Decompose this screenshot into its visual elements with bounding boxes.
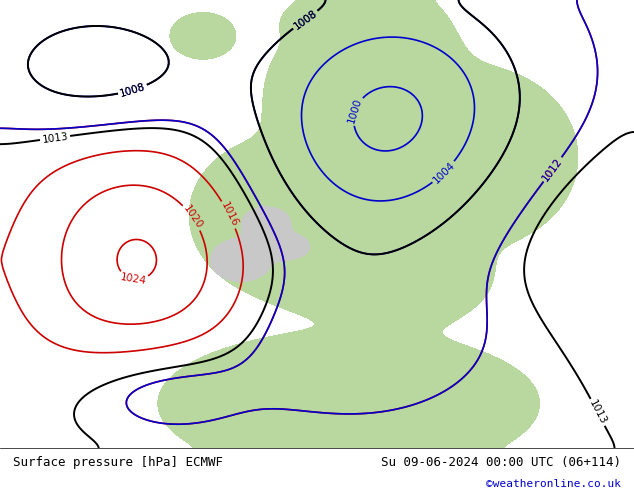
Text: 1012: 1012 bbox=[541, 156, 564, 183]
Text: 1013: 1013 bbox=[587, 398, 608, 426]
Text: 1012: 1012 bbox=[541, 156, 564, 183]
Text: 1000: 1000 bbox=[347, 97, 364, 125]
Text: 1008: 1008 bbox=[292, 8, 319, 31]
Text: 1004: 1004 bbox=[431, 160, 457, 185]
Text: 1008: 1008 bbox=[292, 8, 319, 31]
Text: ©weatheronline.co.uk: ©weatheronline.co.uk bbox=[486, 479, 621, 489]
Text: 1008: 1008 bbox=[119, 81, 146, 98]
Text: 1020: 1020 bbox=[181, 204, 204, 231]
Text: 1016: 1016 bbox=[219, 200, 240, 229]
Text: 1024: 1024 bbox=[120, 272, 148, 286]
Text: 1008: 1008 bbox=[119, 81, 146, 98]
Text: Su 09-06-2024 00:00 UTC (06+114): Su 09-06-2024 00:00 UTC (06+114) bbox=[381, 456, 621, 469]
Text: 1013: 1013 bbox=[41, 131, 69, 145]
Text: Surface pressure [hPa] ECMWF: Surface pressure [hPa] ECMWF bbox=[13, 456, 223, 469]
